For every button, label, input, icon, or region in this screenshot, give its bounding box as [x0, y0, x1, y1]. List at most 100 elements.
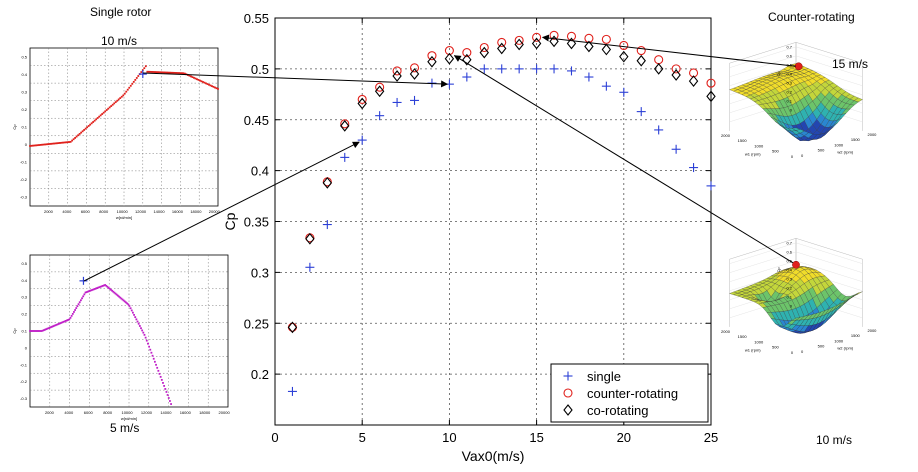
inset-point — [77, 303, 80, 306]
data-point — [427, 51, 437, 61]
inset-point — [161, 71, 164, 74]
surface-w2-label: w2 (rpm) — [837, 345, 853, 350]
surface-grid — [729, 251, 863, 273]
inset-point — [82, 295, 85, 298]
data-point — [357, 97, 367, 110]
inset-point — [85, 291, 88, 293]
inset-point — [155, 363, 157, 366]
inset-point — [42, 143, 45, 146]
inset-point — [57, 142, 60, 144]
inset-point — [105, 109, 108, 111]
inset-point — [209, 84, 212, 87]
inset-point — [134, 316, 137, 319]
inset-point — [86, 290, 89, 293]
surface-z-tick-label: 0.1 — [786, 98, 792, 103]
inset-point — [190, 75, 192, 78]
data-point — [532, 32, 542, 42]
surface-z-label: Cp — [776, 71, 781, 77]
inset-point — [120, 297, 123, 300]
inset-point — [120, 95, 123, 98]
inset-point — [99, 114, 102, 117]
data-point — [671, 144, 681, 154]
inset-y-tick-label: 0.1 — [21, 329, 27, 334]
inset-point — [39, 143, 42, 146]
surface-w1-tick-label: 0 — [791, 154, 794, 159]
inset-point — [59, 322, 61, 325]
inset-point — [112, 290, 115, 293]
inset-y-label: Cp — [12, 124, 17, 130]
inset-x-tick-label: 20000 — [219, 410, 231, 415]
inset-y-tick-label: 0.1 — [21, 125, 27, 130]
inset-y-tick-label: 0.3 — [21, 295, 27, 300]
inset-point — [36, 144, 39, 147]
inset-point — [167, 71, 170, 74]
surface-w2-tick-label: 2000 — [868, 328, 878, 333]
inset-y-tick-label: 0.2 — [21, 312, 27, 317]
surface-z-tick-label: 0.4 — [786, 267, 792, 272]
surface-mesh — [729, 63, 863, 141]
inset-point — [66, 141, 69, 144]
y-tick-label: 0.5 — [251, 62, 269, 77]
inset-x-tick-label: 18000 — [190, 209, 202, 214]
inset-x-tick-label: 16000 — [180, 410, 192, 415]
inset-point — [162, 381, 164, 384]
surface-z-tick-label: 0.6 — [786, 53, 792, 58]
inset-point — [147, 342, 149, 345]
inset-caption-counter-10: 10 m/s — [816, 433, 853, 447]
series-counter-rotating — [287, 30, 716, 332]
surface-w2-tick-label: 1000 — [834, 142, 844, 147]
surface-w1-tick-label: 500 — [772, 149, 779, 154]
inset-point — [135, 318, 138, 321]
inset-point — [32, 144, 34, 147]
data-point — [392, 97, 402, 107]
y-tick-label: 0.35 — [244, 215, 269, 230]
inset-point — [166, 394, 169, 396]
right-panel-title: Counter-rotating — [768, 10, 855, 24]
data-point — [566, 37, 577, 50]
inset-caption-single-10: 10 m/s — [101, 34, 138, 48]
inset-point — [66, 319, 68, 322]
inset-point — [78, 301, 81, 304]
inset-point — [170, 403, 172, 405]
inset-point — [29, 330, 31, 332]
inset-point — [145, 339, 148, 342]
inset-point — [39, 330, 42, 332]
surface-peak-marker — [794, 62, 803, 71]
inset-point — [92, 121, 95, 123]
inset-point — [155, 71, 158, 74]
data-point — [444, 52, 455, 65]
inset-point — [38, 330, 41, 332]
inset-point — [110, 105, 113, 107]
inset-point — [71, 139, 74, 142]
inset-y-tick-label: 0.4 — [21, 278, 27, 283]
inset-curve — [29, 284, 172, 405]
inset-point — [29, 145, 31, 147]
inset-point — [36, 330, 38, 332]
data-point — [305, 232, 315, 245]
inset-point — [59, 142, 61, 144]
data-point — [305, 262, 315, 272]
inset-point — [149, 70, 152, 73]
inset-counter-rotating-10ms: 0.70.60.50.40.30.20.10200015001000500005… — [721, 238, 878, 355]
inset-point — [151, 354, 154, 357]
inset-x-tick-label: 6000 — [84, 410, 94, 415]
inset-y-tick-label: 0.5 — [21, 54, 27, 59]
inset-point — [45, 328, 48, 331]
inset-point — [156, 366, 159, 369]
legend-label: single — [587, 369, 621, 384]
inset-point — [125, 90, 128, 93]
arrow-single-5 — [83, 141, 360, 282]
inset-point — [37, 330, 39, 332]
inset-x-tick-label: 18000 — [199, 410, 211, 415]
inset-point — [157, 369, 160, 372]
legend-label: co-rotating — [587, 403, 648, 418]
surface-w1-tick-label: 1000 — [754, 143, 764, 148]
inset-point — [69, 140, 72, 143]
inset-point — [108, 287, 111, 290]
surface-z-tick-label: 0 — [790, 108, 793, 113]
inset-point — [49, 326, 52, 329]
data-point — [427, 55, 437, 68]
inset-point — [73, 311, 75, 313]
inset-point — [211, 85, 213, 88]
inset-point — [30, 330, 33, 332]
